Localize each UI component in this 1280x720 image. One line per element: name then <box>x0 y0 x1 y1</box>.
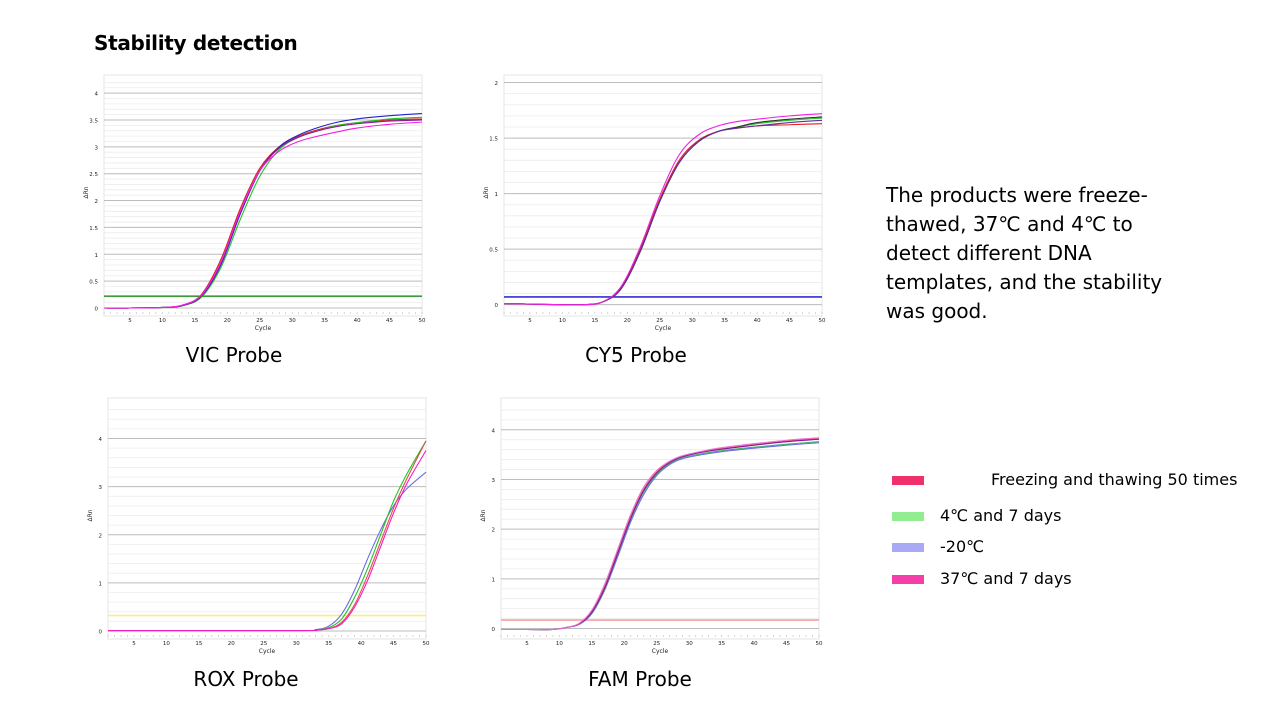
x-tick-label: 35 <box>325 641 332 647</box>
y-tick-label: 4 <box>492 428 496 434</box>
fam-probe-title: FAM Probe <box>588 667 692 691</box>
x-tick-label: 25 <box>260 641 267 647</box>
x-tick-label: 10 <box>559 318 566 324</box>
y-tick-label: 0 <box>99 630 103 636</box>
legend-swatch <box>892 543 924 552</box>
legend-swatch <box>892 575 924 584</box>
x-tick-label: 15 <box>588 641 595 647</box>
legend-swatch <box>892 512 924 521</box>
x-axis-label: Cycle <box>655 325 672 332</box>
x-tick-label: 45 <box>783 641 790 647</box>
x-tick-label: 50 <box>816 641 823 647</box>
y-tick-label: 3 <box>99 485 103 491</box>
y-tick-label: 0.5 <box>89 280 98 286</box>
plot-area <box>107 397 427 640</box>
x-tick-label: 5 <box>128 318 132 324</box>
y-tick-label: 2 <box>99 533 103 539</box>
y-tick-label: 4 <box>95 92 99 98</box>
x-tick-label: 35 <box>718 641 725 647</box>
x-axis-label: Cycle <box>652 648 669 655</box>
legend-label: 4℃ and 7 days <box>940 506 1062 525</box>
x-tick-label: 40 <box>358 641 365 647</box>
page-heading: Stability detection <box>94 31 298 55</box>
y-tick-label: 1 <box>495 192 499 198</box>
y-tick-label: 1 <box>99 581 103 587</box>
x-tick-label: 25 <box>653 641 660 647</box>
y-tick-label: 1.5 <box>489 137 498 143</box>
x-tick-label: 45 <box>786 318 793 324</box>
legend-label: 37℃ and 7 days <box>940 569 1072 588</box>
vic-probe-chart: 00.511.522.533.545 10 15 20 25 30 35 40 45 50Cycl… <box>83 74 426 332</box>
x-tick-label: 40 <box>754 318 761 324</box>
x-tick-label: 50 <box>819 318 826 324</box>
y-axis-label: ΔRn <box>83 186 90 198</box>
y-tick-label: 0 <box>492 627 496 633</box>
x-tick-label: 10 <box>556 641 563 647</box>
x-axis-label: Cycle <box>255 325 272 332</box>
legend-label: Freezing and thawing 50 times <box>991 470 1238 489</box>
x-tick-label: 5 <box>132 641 136 647</box>
y-axis-label: ΔRn <box>480 509 487 521</box>
y-tick-label: 3.5 <box>89 118 98 124</box>
y-tick-label: 1 <box>492 577 496 583</box>
x-tick-label: 45 <box>390 641 397 647</box>
x-tick-label: 30 <box>686 641 693 647</box>
x-tick-label: 50 <box>423 641 430 647</box>
plot-area <box>500 397 820 640</box>
x-tick-label: 45 <box>386 318 393 324</box>
x-tick-label: 35 <box>321 318 328 324</box>
y-tick-label: 1.5 <box>89 226 98 232</box>
x-tick-label: 20 <box>621 641 628 647</box>
vic-probe-title: VIC Probe <box>185 343 283 367</box>
x-tick-label: 15 <box>591 318 598 324</box>
y-tick-label: 0 <box>495 303 499 309</box>
y-tick-label: 2 <box>495 81 499 87</box>
x-tick-label: 5 <box>528 318 532 324</box>
x-tick-label: 25 <box>656 318 663 324</box>
y-tick-label: 3 <box>492 478 496 484</box>
x-tick-label: 10 <box>163 641 170 647</box>
x-tick-label: 20 <box>228 641 235 647</box>
y-tick-label: 4 <box>99 437 103 443</box>
y-tick-label: 1 <box>95 253 99 259</box>
description-text: The products were freeze-thawed, 37℃ and… <box>886 183 1163 323</box>
x-tick-label: 10 <box>159 318 166 324</box>
x-tick-label: 25 <box>256 318 263 324</box>
y-tick-label: 0.5 <box>489 248 498 254</box>
x-tick-label: 35 <box>721 318 728 324</box>
x-tick-label: 5 <box>525 641 529 647</box>
x-axis-label: Cycle <box>259 648 276 655</box>
legend-label: -20℃ <box>940 537 985 556</box>
y-tick-label: 0 <box>95 307 99 313</box>
x-tick-label: 40 <box>354 318 361 324</box>
y-tick-label: 2.5 <box>89 172 98 178</box>
amplification-curve <box>503 113 823 306</box>
y-axis-label: ΔRn <box>87 509 94 521</box>
amplification-curve <box>103 121 423 309</box>
amplification-curve <box>107 450 427 632</box>
x-tick-label: 40 <box>751 641 758 647</box>
x-tick-label: 15 <box>195 641 202 647</box>
plot-area <box>503 74 823 317</box>
rox-probe-title: ROX Probe <box>193 667 299 691</box>
x-tick-label: 15 <box>191 318 198 324</box>
x-tick-label: 30 <box>689 318 696 324</box>
y-tick-label: 2 <box>492 528 496 534</box>
x-tick-label: 30 <box>289 318 296 324</box>
x-tick-label: 20 <box>224 318 231 324</box>
x-tick-label: 50 <box>419 318 426 324</box>
legend-swatch <box>892 476 924 485</box>
y-axis-label: ΔRn <box>483 186 490 198</box>
cy5-probe-title: CY5 Probe <box>585 343 687 367</box>
y-tick-label: 2 <box>95 199 99 205</box>
x-tick-label: 20 <box>624 318 631 324</box>
x-tick-label: 30 <box>293 641 300 647</box>
y-tick-label: 3 <box>95 145 99 151</box>
amplification-curve <box>501 437 820 631</box>
